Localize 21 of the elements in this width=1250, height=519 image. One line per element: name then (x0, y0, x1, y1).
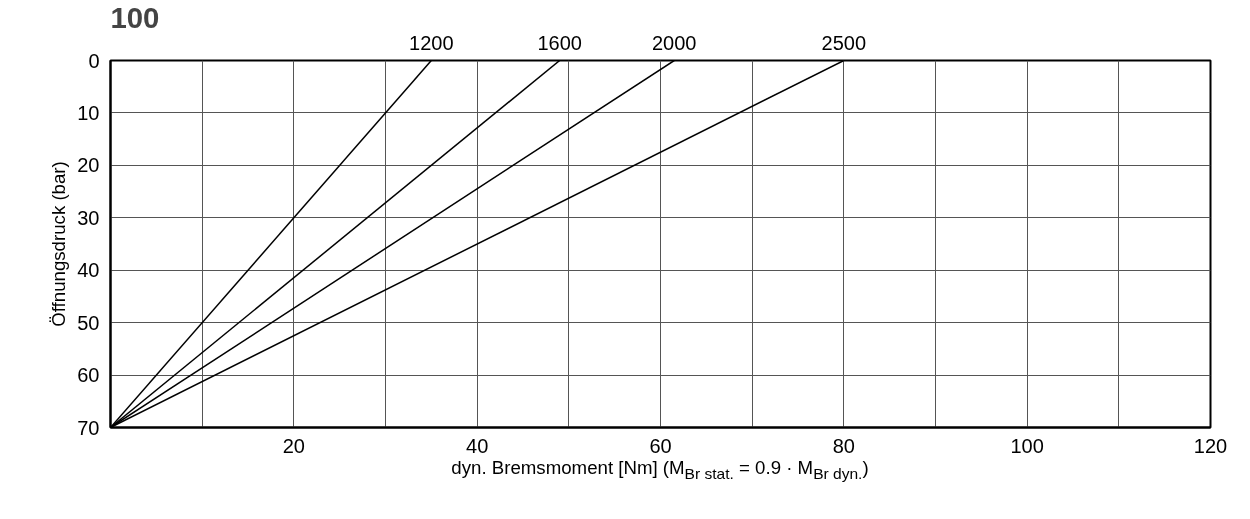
y-axis-title: Öffnungsdruck (bar) (48, 161, 70, 327)
y-tick-label: 60 (77, 364, 100, 387)
series-label: 2500 (821, 31, 867, 54)
y-tick-label: 20 (77, 154, 100, 177)
chart-title: 100 (110, 0, 160, 34)
series-label: 2000 (652, 31, 697, 54)
x-tick-label: 40 (466, 434, 489, 457)
series-label: 1600 (537, 31, 582, 54)
x-tick-label: 20 (282, 434, 305, 457)
x-axis-title: dyn. Bremsmoment [Nm] (M$_{Br stat.}$ = 0.9 · M$_{Br dyn.}$) (450, 456, 870, 484)
x-tick-label: 100 (1010, 434, 1044, 457)
y-tick-label: 50 (77, 311, 100, 334)
y-tick-label: 30 (77, 206, 100, 229)
x-tick-label: 60 (649, 434, 672, 457)
y-tick-label: 0 (88, 49, 100, 72)
series-label: 1200 (409, 31, 454, 54)
y-tick-label: 40 (77, 259, 100, 282)
y-tick-label: 70 (77, 416, 100, 439)
y-tick-label: 10 (77, 101, 100, 124)
x-tick-label: 80 (832, 434, 855, 457)
x-tick-label: 120 (1193, 434, 1228, 457)
